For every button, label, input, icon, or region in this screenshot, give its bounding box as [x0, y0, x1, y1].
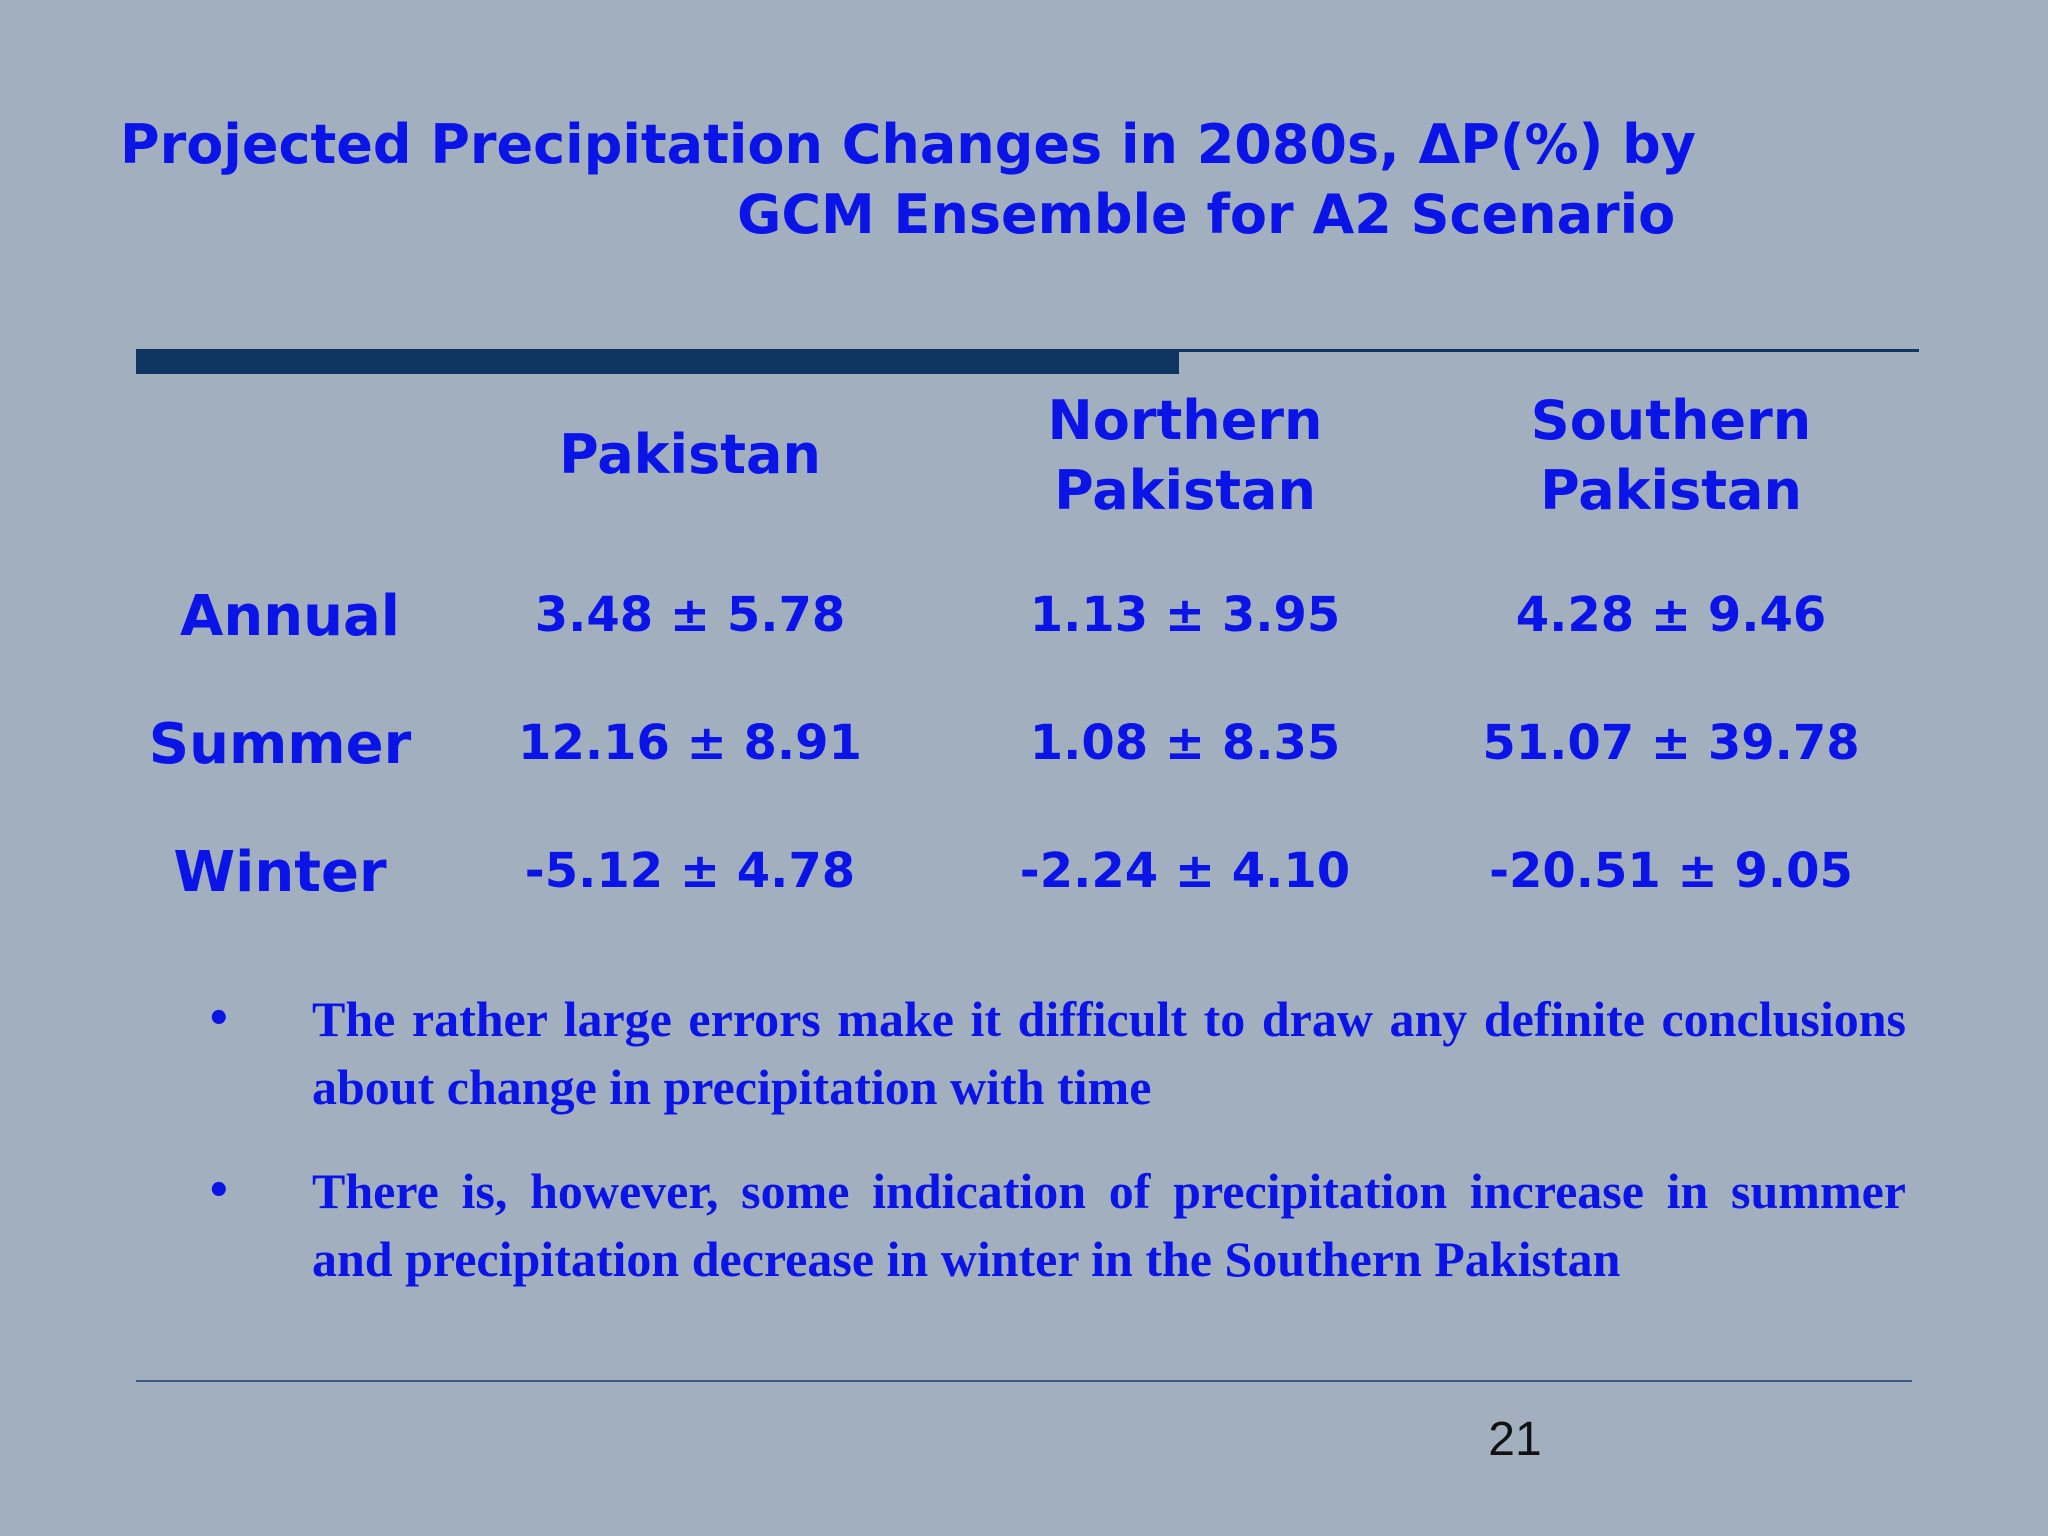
column-header-northern-line-1: Northern [1047, 389, 1323, 452]
bullet-text: The rather large errors make it difficul… [312, 991, 1906, 1115]
bullet-item: • There is, however, some indication of … [200, 1157, 1906, 1293]
row-label-annual: Annual [180, 584, 400, 649]
table-cell: 1.13 ± 3.95 [1029, 587, 1341, 643]
column-header-pakistan: Pakistan [490, 420, 890, 490]
table-cell: 1.08 ± 8.35 [1029, 715, 1341, 771]
column-header-southern-pakistan: Southern Pakistan [1471, 386, 1871, 526]
column-header-northern-line-2: Pakistan [1054, 459, 1316, 522]
header-rule-thin [1179, 349, 1919, 352]
slide-title-line-2: GCM Ensemble for A2 Scenario [737, 183, 1676, 246]
table-cell: -5.12 ± 4.78 [524, 843, 856, 899]
bullet-dot-icon: • [206, 996, 232, 1042]
column-header-southern-line-2: Pakistan [1540, 459, 1802, 522]
column-header-pakistan-line-1: Pakistan [559, 423, 821, 486]
row-label-summer: Summer [148, 712, 412, 777]
table-cell: 51.07 ± 39.78 [1482, 715, 1860, 771]
bullet-item: • The rather large errors make it diffic… [200, 985, 1906, 1121]
slide-title: Projected Precipitation Changes in 2080s… [120, 110, 1820, 250]
column-header-northern-pakistan: Northern Pakistan [985, 386, 1385, 526]
header-rule-thick [136, 349, 1179, 374]
bullet-list: • The rather large errors make it diffic… [200, 985, 1906, 1329]
table-cell: -2.24 ± 4.10 [1019, 843, 1351, 899]
table-cell: 4.28 ± 9.46 [1515, 587, 1827, 643]
footer-rule [136, 1380, 1912, 1382]
slide-title-line-1: Projected Precipitation Changes in 2080s… [120, 113, 1696, 176]
table-cell: 12.16 ± 8.91 [518, 715, 862, 771]
table-cell: 3.48 ± 5.78 [534, 587, 846, 643]
table-cell: -20.51 ± 9.05 [1489, 843, 1853, 899]
column-header-southern-line-1: Southern [1530, 389, 1812, 452]
page-number: 21 [1488, 1413, 1542, 1466]
bullet-text: There is, however, some indication of pr… [312, 1163, 1906, 1287]
row-label-winter: Winter [173, 840, 387, 905]
bullet-dot-icon: • [206, 1168, 232, 1214]
